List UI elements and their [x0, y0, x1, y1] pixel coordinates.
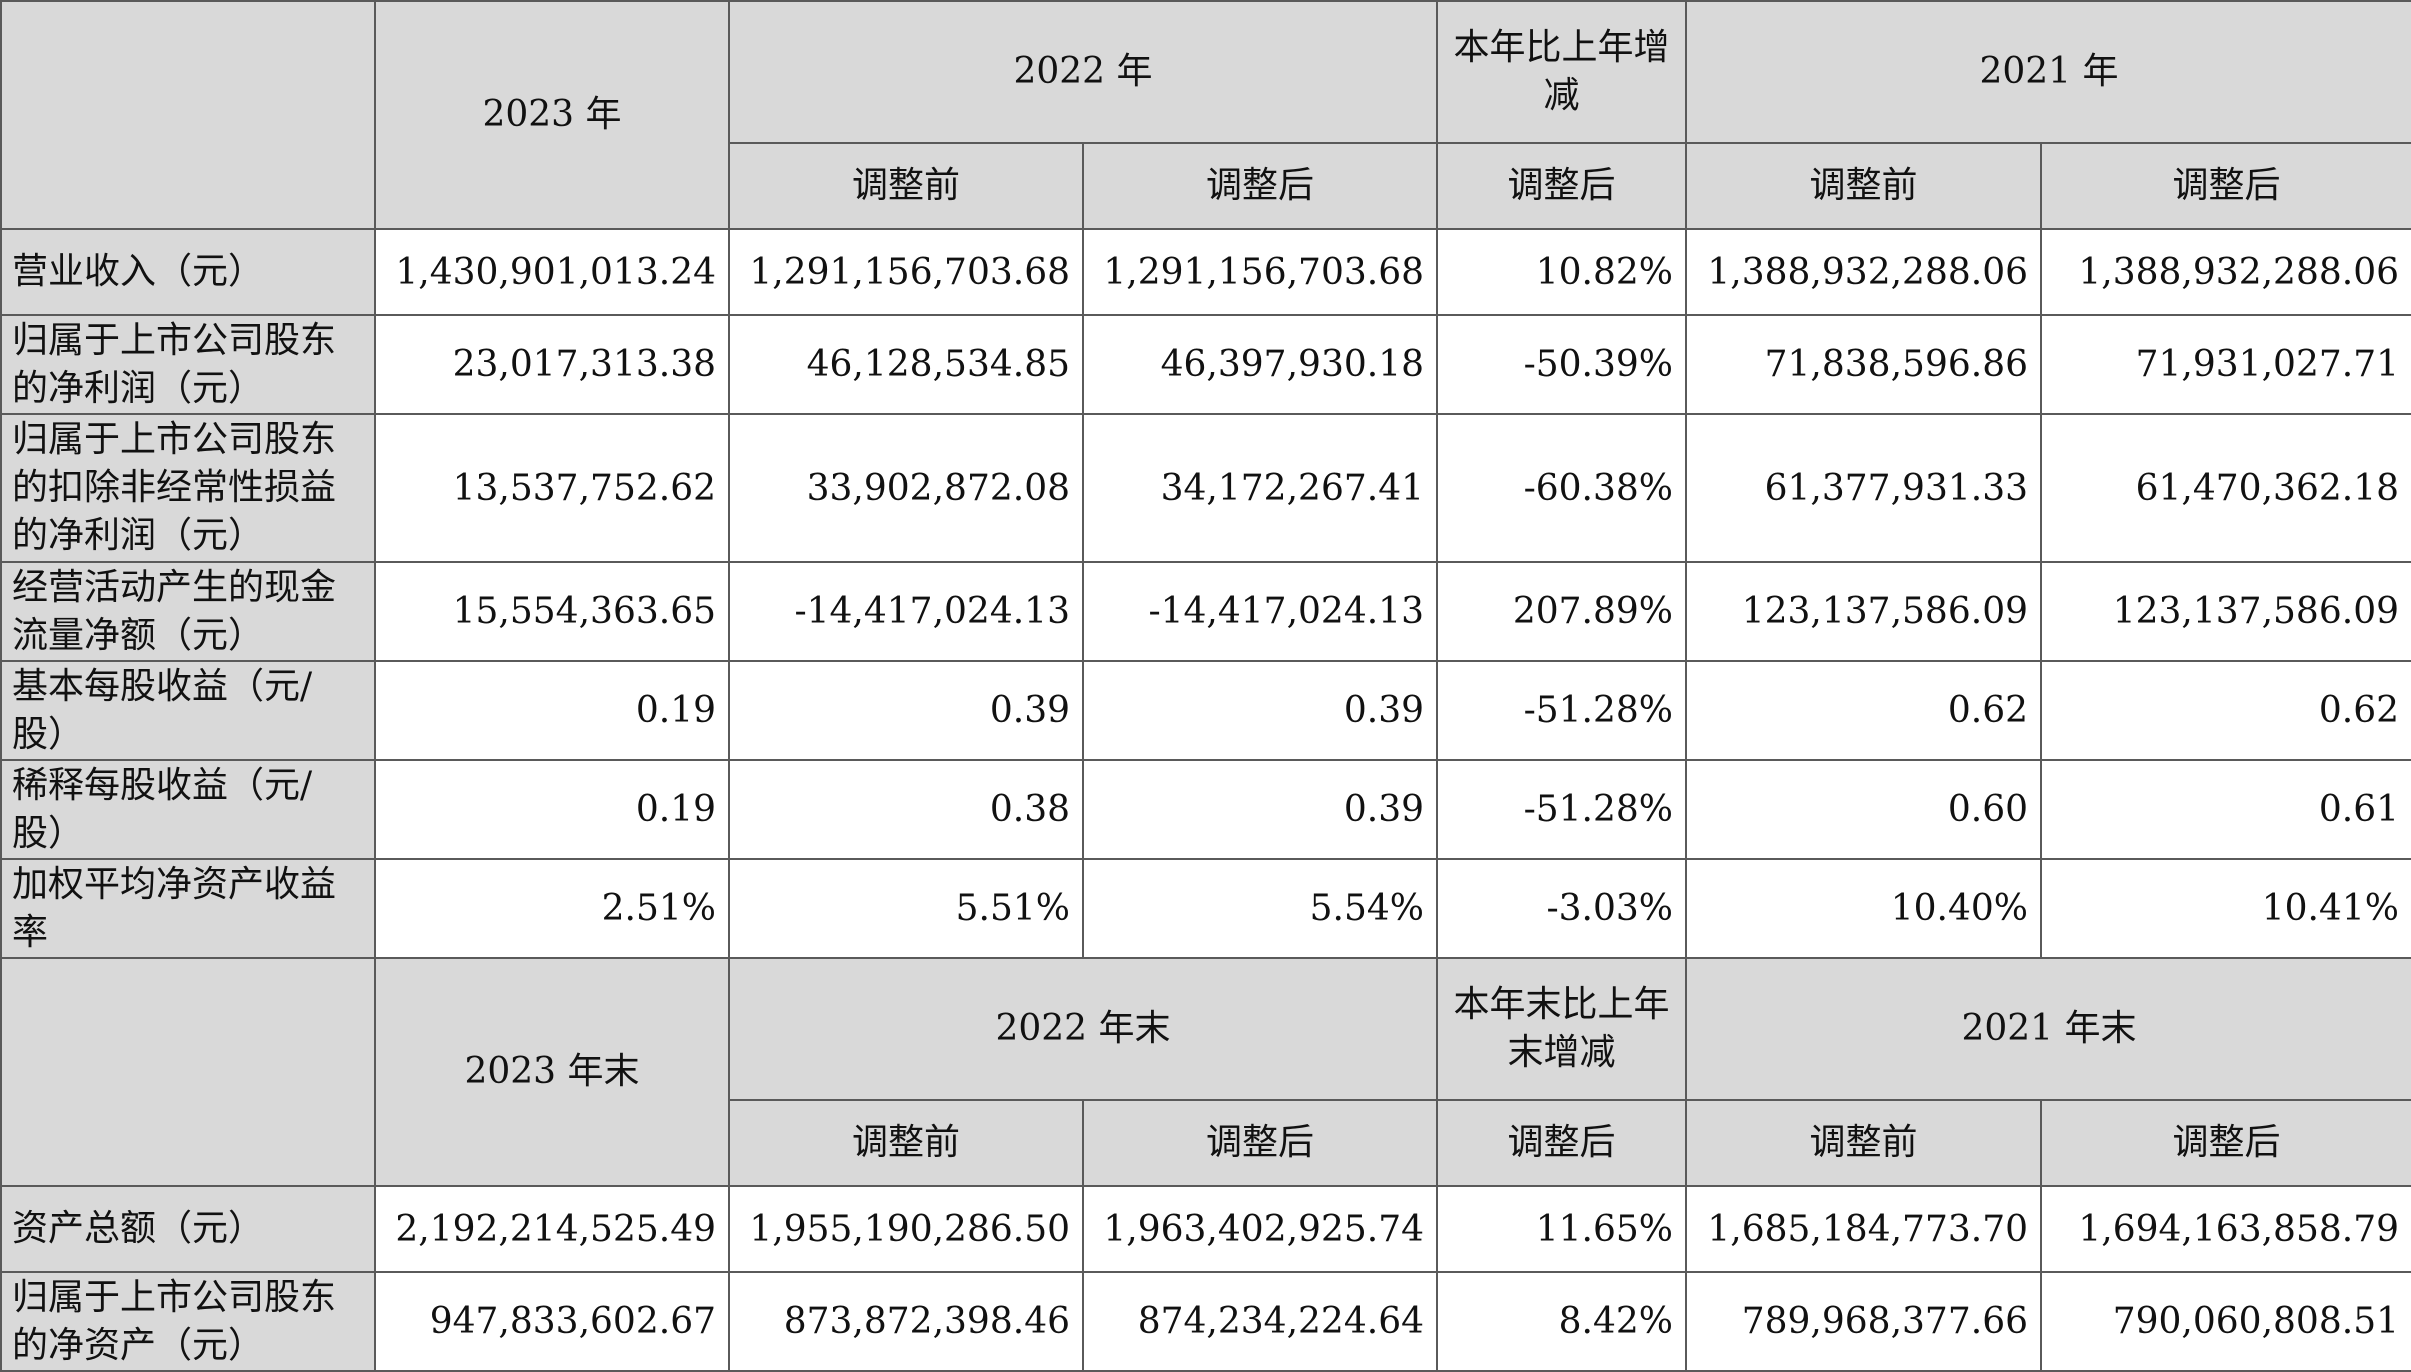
value-2023: 13,537,752.62: [374, 413, 730, 563]
subheader-2022-before: 调整前: [728, 142, 1084, 230]
row-label: 经营活动产生的现金流量净额（元）: [0, 561, 376, 662]
row-label: 营业收入（元）: [0, 228, 376, 316]
table-row: 稀释每股收益（元/股） 0.19 0.38 0.39 -51.28% 0.60 …: [0, 759, 2411, 860]
value-2022-before: 1,291,156,703.68: [728, 228, 1084, 316]
value-2023: 0.19: [374, 660, 730, 761]
value-2021-after: 0.61: [2040, 759, 2411, 860]
value-2022-after: 5.54%: [1082, 858, 1438, 959]
row-label: 加权平均净资产收益率: [0, 858, 376, 959]
row-label: 归属于上市公司股东的净资产（元）: [0, 1271, 376, 1372]
header-year-2022: 2022 年: [728, 0, 1438, 144]
value-2022-before: 0.39: [728, 660, 1084, 761]
table-row: 基本每股收益（元/股） 0.19 0.39 0.39 -51.28% 0.62 …: [0, 660, 2411, 761]
value-2022-before: 46,128,534.85: [728, 314, 1084, 415]
table-row: 经营活动产生的现金流量净额（元） 15,554,363.65 -14,417,0…: [0, 561, 2411, 662]
table-row: 资产总额（元） 2,192,214,525.49 1,955,190,286.5…: [0, 1185, 2411, 1273]
value-2023: 0.19: [374, 759, 730, 860]
value-2023: 23,017,313.38: [374, 314, 730, 415]
value-2023: 2.51%: [374, 858, 730, 959]
value-2021-before: 1,685,184,773.70: [1685, 1185, 2042, 1273]
value-2023: 947,833,602.67: [374, 1271, 730, 1372]
value-2022-before: 0.38: [728, 759, 1084, 860]
value-change: -50.39%: [1436, 314, 1687, 415]
table-row: 营业收入（元） 1,430,901,013.24 1,291,156,703.6…: [0, 228, 2411, 316]
value-change: -51.28%: [1436, 759, 1687, 860]
value-2021-after: 1,694,163,858.79: [2040, 1185, 2411, 1273]
value-2021-before: 61,377,931.33: [1685, 413, 2042, 563]
row-label: 基本每股收益（元/股）: [0, 660, 376, 761]
value-change: 207.89%: [1436, 561, 1687, 662]
value-2021-after: 1,388,932,288.06: [2040, 228, 2411, 316]
subheader-2022-before: 调整前: [728, 1099, 1084, 1187]
value-2022-after: -14,417,024.13: [1082, 561, 1438, 662]
value-2023: 2,192,214,525.49: [374, 1185, 730, 1273]
value-2023: 15,554,363.65: [374, 561, 730, 662]
subheader-2022-after: 调整后: [1082, 1099, 1438, 1187]
value-2021-after: 123,137,586.09: [2040, 561, 2411, 662]
subheader-2021-before: 调整前: [1685, 1099, 2042, 1187]
table-row: 归属于上市公司股东的净利润（元） 23,017,313.38 46,128,53…: [0, 314, 2411, 415]
value-change: -60.38%: [1436, 413, 1687, 563]
value-2021-after: 0.62: [2040, 660, 2411, 761]
header-year-end-2021: 2021 年末: [1685, 957, 2411, 1101]
value-2021-before: 1,388,932,288.06: [1685, 228, 2042, 316]
value-change: 11.65%: [1436, 1185, 1687, 1273]
value-2021-before: 10.40%: [1685, 858, 2042, 959]
table-row: 加权平均净资产收益率 2.51% 5.51% 5.54% -3.03% 10.4…: [0, 858, 2411, 959]
value-2022-after: 0.39: [1082, 660, 1438, 761]
header-year-2021: 2021 年: [1685, 0, 2411, 144]
value-2022-before: 873,872,398.46: [728, 1271, 1084, 1372]
value-change: 8.42%: [1436, 1271, 1687, 1372]
value-2021-before: 71,838,596.86: [1685, 314, 2042, 415]
row-label: 归属于上市公司股东的净利润（元）: [0, 314, 376, 415]
header-year-end-2022: 2022 年末: [728, 957, 1438, 1101]
income-subheader-row: 调整前 调整后 调整后 调整前 调整后: [1, 142, 2411, 230]
value-2023: 1,430,901,013.24: [374, 228, 730, 316]
value-2022-before: 33,902,872.08: [728, 413, 1084, 563]
value-2022-after: 1,963,402,925.74: [1082, 1185, 1438, 1273]
value-change: -3.03%: [1436, 858, 1687, 959]
value-2022-after: 0.39: [1082, 759, 1438, 860]
table-row: 归属于上市公司股东的扣除非经常性损益的净利润（元） 13,537,752.62 …: [0, 413, 2411, 563]
subheader-2021-before: 调整前: [1685, 142, 2042, 230]
value-2021-after: 61,470,362.18: [2040, 413, 2411, 563]
subheader-change-after: 调整后: [1436, 1099, 1687, 1187]
value-2022-before: 5.51%: [728, 858, 1084, 959]
header-year-end-2023: 2023 年末: [374, 957, 730, 1187]
value-change: -51.28%: [1436, 660, 1687, 761]
subheader-2021-after: 调整后: [2040, 142, 2411, 230]
row-label: 资产总额（元）: [0, 1185, 376, 1273]
value-2021-before: 123,137,586.09: [1685, 561, 2042, 662]
value-2021-before: 789,968,377.66: [1685, 1271, 2042, 1372]
header-year-2023: 2023 年: [374, 0, 730, 230]
balance-subheader-row: 调整前 调整后 调整后 调整前 调整后: [1, 1099, 2411, 1187]
value-2022-after: 1,291,156,703.68: [1082, 228, 1438, 316]
value-2021-after: 10.41%: [2040, 858, 2411, 959]
balance-header-row: 2023 年末 2022 年末 本年末比上年末增减 2021 年末: [0, 957, 2411, 1187]
value-2022-after: 46,397,930.18: [1082, 314, 1438, 415]
value-2021-after: 71,931,027.71: [2040, 314, 2411, 415]
value-2022-before: -14,417,024.13: [728, 561, 1084, 662]
table-row: 归属于上市公司股东的净资产（元） 947,833,602.67 873,872,…: [0, 1271, 2411, 1372]
value-2022-before: 1,955,190,286.50: [728, 1185, 1084, 1273]
header-year-end-change: 本年末比上年末增减: [1436, 957, 1687, 1101]
value-change: 10.82%: [1436, 228, 1687, 316]
header-change: 本年比上年增减: [1436, 0, 1687, 144]
value-2022-after: 874,234,224.64: [1082, 1271, 1438, 1372]
row-label: 稀释每股收益（元/股）: [0, 759, 376, 860]
subheader-2022-after: 调整后: [1082, 142, 1438, 230]
subheader-2021-after: 调整后: [2040, 1099, 2411, 1187]
corner-cell: [0, 0, 376, 230]
value-2021-before: 0.62: [1685, 660, 2042, 761]
value-2022-after: 34,172,267.41: [1082, 413, 1438, 563]
income-header-row: 2023 年 2022 年 本年比上年增减 2021 年: [0, 0, 2411, 230]
subheader-change-after: 调整后: [1436, 142, 1687, 230]
corner-cell: [0, 957, 376, 1187]
value-2021-after: 790,060,808.51: [2040, 1271, 2411, 1372]
value-2021-before: 0.60: [1685, 759, 2042, 860]
row-label: 归属于上市公司股东的扣除非经常性损益的净利润（元）: [0, 413, 376, 563]
